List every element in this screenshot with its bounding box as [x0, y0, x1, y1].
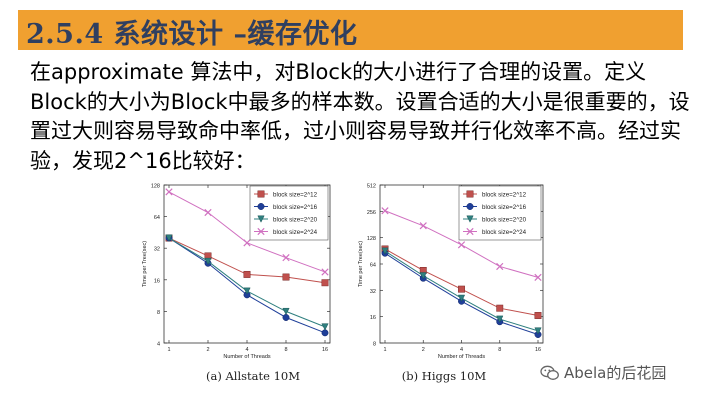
data-point	[381, 247, 389, 255]
y-tick-label: 128	[151, 184, 160, 190]
legend-marker	[466, 190, 474, 198]
y-tick-label: 16	[154, 278, 160, 284]
x-tick-label: 4	[245, 347, 248, 353]
legend-label: block size=2^12	[273, 191, 318, 198]
y-tick-label: 256	[367, 210, 376, 216]
wechat-icon	[540, 365, 559, 380]
data-point	[243, 270, 251, 278]
data-point	[321, 268, 329, 276]
legend-marker	[466, 203, 474, 210]
legend-marker	[257, 227, 265, 236]
legend-label: block size=2^16	[482, 204, 527, 211]
legend-label: block size=2^12	[482, 191, 527, 198]
chart-caption: (a) Allstate 10M	[206, 369, 300, 383]
y-tick-label: 4	[157, 342, 160, 348]
data-point	[165, 188, 173, 196]
legend-marker	[466, 227, 474, 236]
data-point	[458, 285, 465, 293]
data-point	[243, 287, 251, 295]
data-point	[282, 307, 290, 316]
data-point	[204, 257, 212, 266]
data-point	[419, 272, 427, 280]
data-point	[243, 239, 251, 247]
x-tick-label: 2	[206, 347, 209, 353]
y-axis-label: Time per Tree(sec)	[358, 241, 364, 287]
chart-allstate: 4 8 16 32 64 128 1 2 4 8 16 Number of Threads Time p…	[142, 184, 331, 383]
y-tick-label: 8	[373, 342, 376, 348]
data-point	[321, 279, 329, 287]
data-point	[282, 314, 290, 321]
y-tick-label: 8	[157, 310, 160, 316]
y-tick-label: 16	[370, 315, 376, 321]
x-axis-label: Number of Threads	[223, 354, 271, 360]
chart-caption: (b) Higgs 10M	[402, 369, 487, 383]
data-point	[496, 315, 504, 323]
slide-title: 2.5.4 系统设计 –缓存优化	[26, 19, 358, 50]
data-point	[165, 234, 173, 242]
x-tick-label: 8	[498, 347, 501, 353]
data-point	[534, 273, 542, 282]
x-tick-label: 4	[460, 347, 463, 353]
legend-marker	[257, 190, 265, 198]
chart-higgs: 8 16 32 64 128 256 512 1 2 4 8 16 Number of Threads T…	[358, 184, 544, 383]
x-tick-label: 16	[535, 347, 541, 353]
y-tick-label: 32	[370, 289, 376, 295]
legend-label: block size=2^20	[482, 216, 527, 223]
data-point	[457, 241, 466, 249]
data-point	[282, 254, 290, 262]
x-tick-label: 1	[167, 347, 170, 353]
data-point	[204, 208, 212, 217]
x-tick-label: 8	[284, 347, 287, 353]
x-axis-label: Number of Threads	[438, 354, 486, 360]
data-point	[381, 207, 389, 215]
y-tick-label: 64	[370, 263, 376, 269]
legend-label: block size=2^24	[482, 229, 527, 236]
legend-marker	[257, 203, 265, 210]
data-point	[419, 222, 427, 230]
x-tick-label: 16	[322, 347, 328, 353]
legend-marker	[466, 215, 474, 223]
data-point	[496, 262, 504, 271]
y-tick-label: 32	[154, 247, 160, 253]
legend-label: block size=2^20	[273, 216, 318, 223]
y-axis-label: Time per Tree(sec)	[142, 241, 148, 287]
y-tick-label: 64	[154, 215, 160, 221]
y-tick-label: 128	[367, 236, 376, 242]
data-point	[457, 294, 466, 302]
legend-label: block size=2^24	[273, 229, 318, 236]
watermark-text: Abela的后花园	[564, 364, 667, 382]
y-tick-label: 512	[367, 184, 376, 190]
data-point	[534, 312, 542, 319]
data-point	[282, 273, 290, 281]
title-bar: 2.5.4 系统设计 –缓存优化	[18, 10, 683, 50]
x-tick-label: 2	[422, 347, 425, 353]
legend-label: block size=2^16	[273, 204, 318, 211]
watermark: Abela的后花园	[540, 362, 666, 383]
data-point	[321, 323, 329, 331]
legend-marker	[257, 215, 265, 223]
data-point	[534, 327, 542, 335]
body-paragraph: 在approximate 算法中，对Block的大小进行了合理的设置。定义Blo…	[30, 60, 690, 173]
x-tick-label: 1	[383, 347, 386, 353]
data-point	[496, 304, 504, 312]
